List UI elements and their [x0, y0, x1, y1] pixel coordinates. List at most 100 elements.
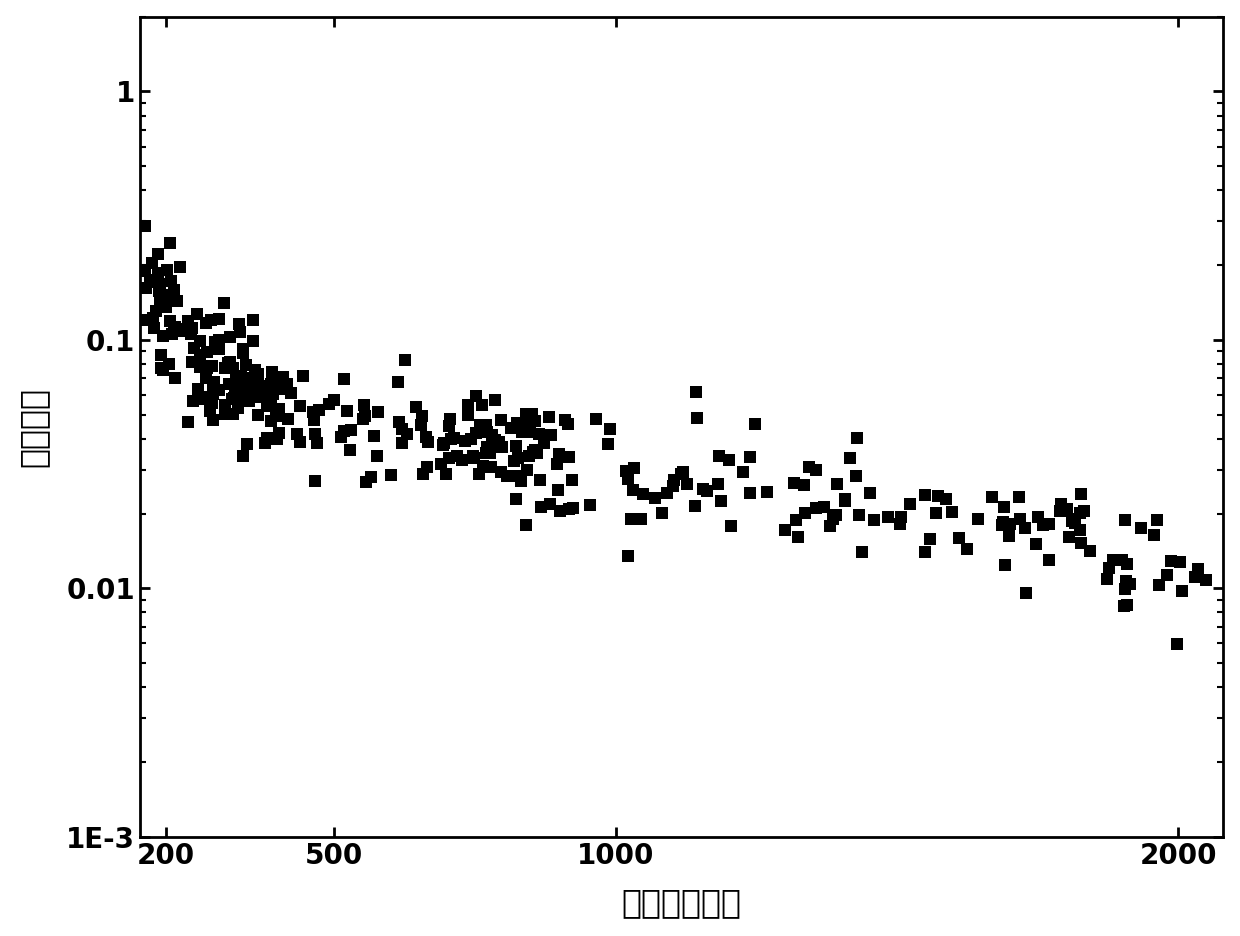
Point — [218, 376, 238, 391]
Point — [949, 531, 968, 546]
Point — [464, 451, 484, 466]
Point — [197, 360, 217, 375]
Point — [304, 404, 324, 419]
Point — [253, 384, 273, 399]
Point — [517, 518, 537, 533]
Point — [501, 420, 521, 435]
Point — [1071, 486, 1091, 501]
Point — [417, 459, 436, 474]
Point — [1195, 572, 1215, 587]
Point — [677, 476, 697, 491]
Point — [205, 374, 224, 389]
Point — [210, 312, 229, 327]
Point — [507, 416, 527, 431]
Point — [288, 427, 308, 442]
Point — [789, 529, 808, 544]
Point — [558, 417, 578, 431]
Point — [188, 382, 208, 397]
Point — [226, 373, 246, 388]
Point — [994, 500, 1014, 515]
Point — [182, 320, 202, 335]
Point — [472, 397, 492, 412]
Point — [521, 424, 541, 439]
Point — [534, 436, 554, 451]
Point — [269, 382, 289, 397]
Point — [559, 449, 579, 464]
Point — [135, 281, 155, 296]
Point — [785, 475, 805, 490]
Point — [491, 464, 511, 479]
Point — [228, 401, 248, 416]
Point — [516, 406, 536, 421]
Point — [190, 348, 210, 363]
Point — [203, 387, 223, 402]
Point — [151, 347, 171, 362]
Point — [671, 467, 691, 482]
Point — [1102, 552, 1122, 567]
Point — [967, 511, 987, 526]
Point — [745, 417, 765, 431]
Point — [222, 392, 242, 407]
Point — [151, 295, 171, 310]
Point — [196, 391, 216, 406]
Point — [1115, 599, 1135, 614]
Point — [341, 423, 361, 438]
Point — [196, 316, 216, 331]
Point — [624, 483, 644, 498]
Point — [863, 512, 883, 527]
Point — [547, 456, 567, 471]
Point — [277, 376, 296, 391]
Point — [1074, 504, 1094, 519]
Point — [185, 340, 205, 355]
Point — [265, 409, 285, 424]
Point — [541, 427, 560, 442]
Point — [412, 409, 432, 424]
Point — [157, 262, 177, 277]
Point — [512, 425, 532, 440]
Point — [216, 360, 236, 375]
Point — [1147, 512, 1167, 527]
Point — [188, 385, 208, 400]
Point — [243, 313, 263, 328]
Point — [273, 369, 293, 384]
Point — [439, 418, 459, 433]
Point — [861, 486, 880, 501]
Point — [243, 389, 263, 404]
Point — [618, 548, 637, 563]
Point — [353, 397, 373, 412]
Point — [356, 475, 376, 490]
Point — [1059, 530, 1079, 545]
Point — [160, 314, 180, 329]
Point — [237, 436, 257, 451]
Point — [775, 523, 795, 538]
Y-axis label: 相对强度: 相对强度 — [16, 387, 50, 467]
Point — [202, 395, 222, 410]
Point — [936, 491, 956, 506]
Point — [920, 532, 940, 547]
Point — [150, 276, 170, 291]
Point — [305, 474, 325, 489]
Point — [145, 321, 165, 336]
Point — [210, 382, 229, 397]
Point — [835, 493, 854, 508]
Point — [156, 300, 176, 314]
Point — [392, 435, 412, 450]
Point — [697, 483, 717, 498]
Point — [161, 273, 181, 288]
Point — [174, 323, 193, 338]
Point — [210, 332, 229, 347]
Point — [892, 509, 911, 524]
Point — [663, 479, 683, 494]
Point — [957, 541, 977, 556]
Point — [394, 352, 414, 367]
Point — [441, 431, 461, 446]
Point — [1063, 514, 1083, 529]
Point — [153, 329, 172, 344]
Point — [1157, 567, 1177, 582]
Point — [1028, 510, 1048, 525]
Point — [134, 313, 154, 328]
Point — [412, 417, 432, 432]
Point — [631, 511, 651, 526]
Point — [1161, 553, 1180, 568]
Point — [1149, 578, 1169, 592]
